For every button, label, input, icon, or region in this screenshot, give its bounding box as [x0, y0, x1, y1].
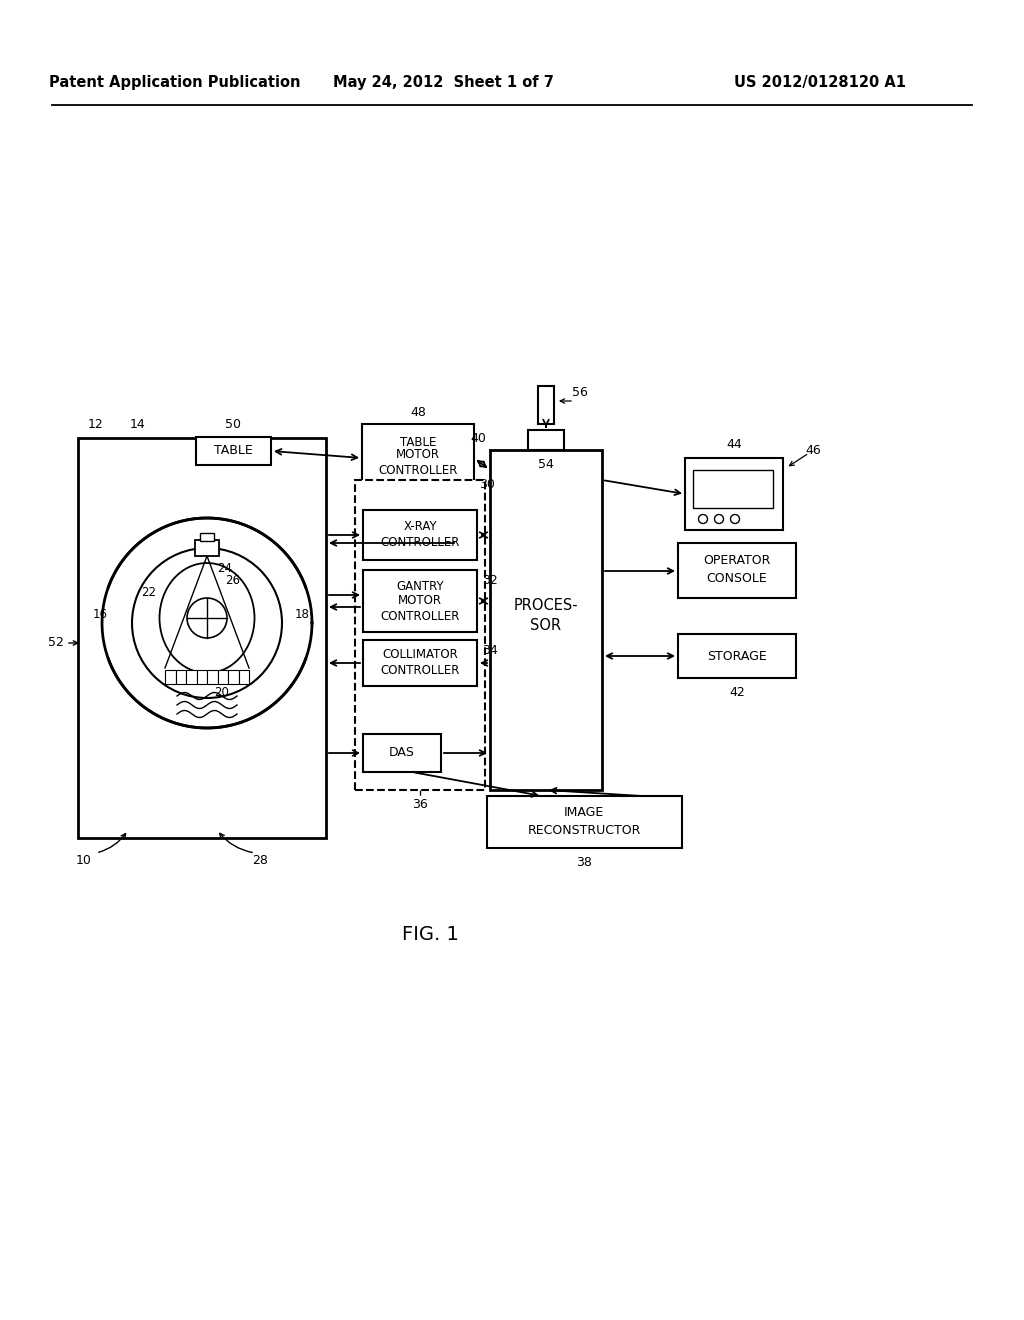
Text: 10: 10: [76, 854, 92, 866]
Text: PROCES-: PROCES-: [514, 598, 579, 612]
Text: 20: 20: [215, 685, 229, 698]
Bar: [207, 671, 217, 684]
Bar: [239, 671, 249, 684]
Text: OPERATOR: OPERATOR: [703, 554, 771, 568]
Text: 42: 42: [729, 685, 744, 698]
Bar: [490, 450, 602, 789]
Text: US 2012/0128120 A1: US 2012/0128120 A1: [734, 75, 906, 91]
Bar: [678, 634, 796, 678]
Text: CONTROLLER: CONTROLLER: [380, 664, 460, 676]
Bar: [693, 470, 773, 508]
Text: 12: 12: [88, 417, 103, 430]
Text: GANTRY: GANTRY: [396, 579, 443, 593]
Bar: [165, 671, 175, 684]
Text: 48: 48: [410, 405, 426, 418]
Bar: [678, 543, 796, 598]
Text: X-RAY: X-RAY: [403, 520, 437, 532]
Text: 36: 36: [412, 797, 428, 810]
Text: TABLE: TABLE: [214, 445, 252, 458]
Text: SOR: SOR: [530, 618, 561, 632]
Bar: [200, 533, 214, 541]
Bar: [195, 540, 219, 556]
Bar: [186, 671, 197, 684]
Bar: [78, 438, 326, 838]
Text: CONTROLLER: CONTROLLER: [378, 463, 458, 477]
Text: 50: 50: [225, 418, 241, 432]
Bar: [197, 671, 207, 684]
Text: 52: 52: [48, 636, 63, 649]
Text: 16: 16: [92, 609, 108, 622]
Text: 28: 28: [252, 854, 268, 866]
Bar: [538, 385, 554, 424]
Text: 18: 18: [295, 609, 309, 622]
Bar: [362, 640, 477, 686]
Text: 30: 30: [479, 478, 495, 491]
Bar: [362, 424, 474, 492]
Text: IMAGE: IMAGE: [564, 807, 604, 820]
Text: 40: 40: [470, 432, 486, 445]
Bar: [362, 510, 477, 560]
Bar: [685, 458, 783, 531]
Text: FIG. 1: FIG. 1: [401, 925, 459, 945]
Text: MOTOR: MOTOR: [398, 594, 442, 606]
Bar: [528, 430, 564, 450]
Bar: [175, 671, 186, 684]
Text: Patent Application Publication: Patent Application Publication: [49, 75, 301, 91]
Text: 54: 54: [538, 458, 554, 470]
Bar: [362, 570, 477, 632]
Text: MOTOR: MOTOR: [396, 449, 440, 462]
Text: TABLE: TABLE: [399, 436, 436, 449]
Text: DAS: DAS: [389, 747, 415, 759]
Text: 32: 32: [482, 573, 498, 586]
Text: STORAGE: STORAGE: [708, 649, 767, 663]
Bar: [362, 734, 441, 772]
Text: 56: 56: [572, 385, 588, 399]
Bar: [217, 671, 228, 684]
Text: 44: 44: [726, 438, 741, 451]
Text: 38: 38: [577, 855, 592, 869]
Text: 34: 34: [482, 644, 498, 656]
Text: RECONSTRUCTOR: RECONSTRUCTOR: [527, 824, 641, 837]
Text: 22: 22: [141, 586, 157, 599]
Text: 46: 46: [805, 444, 821, 457]
Text: CONTROLLER: CONTROLLER: [380, 610, 460, 623]
Text: COLLIMATOR: COLLIMATOR: [382, 648, 458, 661]
Text: 24: 24: [217, 561, 232, 574]
Text: 14: 14: [130, 417, 145, 430]
Bar: [228, 671, 239, 684]
Bar: [487, 796, 682, 847]
Text: CONTROLLER: CONTROLLER: [380, 536, 460, 549]
Bar: [196, 437, 271, 465]
Text: 26: 26: [225, 574, 241, 587]
Text: May 24, 2012  Sheet 1 of 7: May 24, 2012 Sheet 1 of 7: [333, 75, 553, 91]
Bar: [355, 480, 485, 789]
Text: CONSOLE: CONSOLE: [707, 572, 767, 585]
